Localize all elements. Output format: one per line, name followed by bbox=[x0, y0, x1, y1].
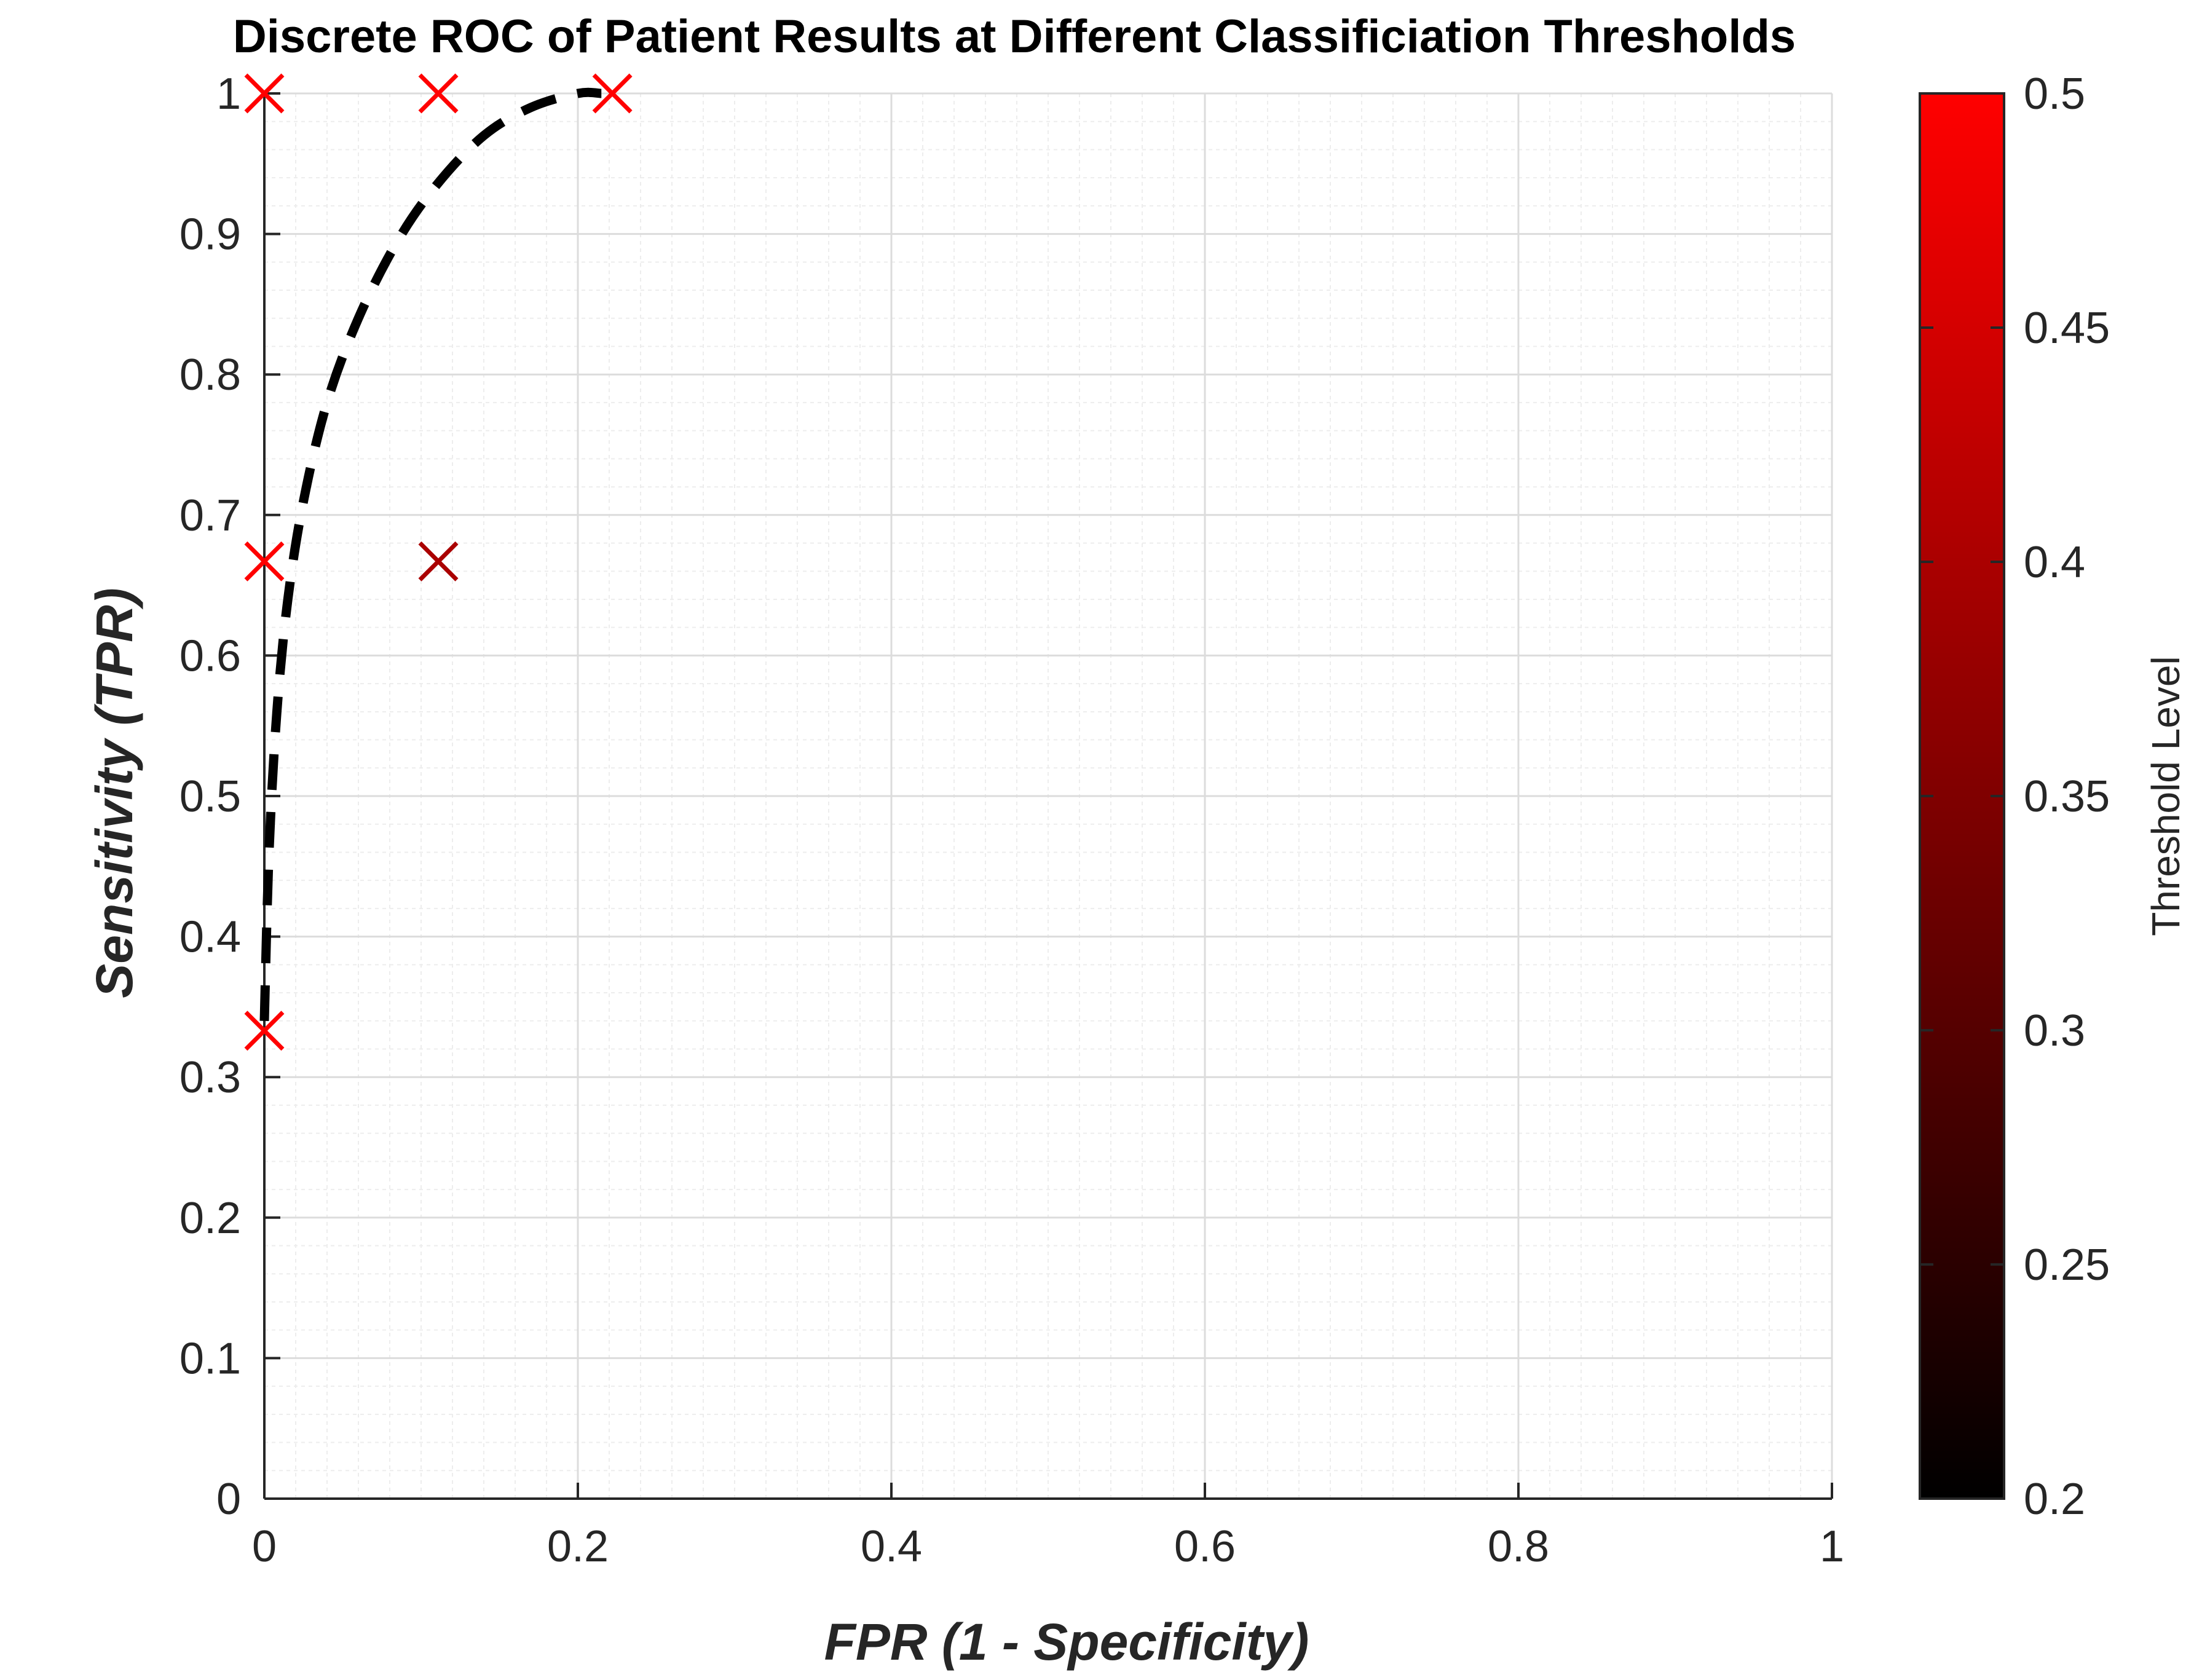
roc-point-stroke bbox=[244, 73, 285, 114]
colorbar-ticks: 0.2 0.25 0.3 0.35 0.4 0.45 0.5 bbox=[1920, 69, 2110, 1524]
chart-title: Discrete ROC of Patient Results at Diffe… bbox=[233, 10, 1796, 63]
colorbar-tick-label: 0.45 bbox=[2024, 304, 2110, 353]
roc-dashed-curve bbox=[259, 87, 602, 1021]
y-tick-label: 0.3 bbox=[180, 1053, 241, 1102]
x-tick-label: 0.4 bbox=[861, 1522, 922, 1571]
x-tick-label: 0.6 bbox=[1174, 1522, 1236, 1571]
y-tick-label: 0.2 bbox=[180, 1194, 241, 1243]
roc-point-marker bbox=[244, 541, 285, 582]
roc-point-stroke bbox=[418, 541, 459, 582]
colorbar-tick-label: 0.2 bbox=[2024, 1475, 2085, 1524]
x-tick-label: 0 bbox=[252, 1522, 277, 1571]
roc-point-stroke bbox=[592, 73, 633, 114]
roc-point-marker bbox=[592, 73, 633, 114]
y-tick-label: 0.4 bbox=[180, 913, 241, 962]
roc-point-marker bbox=[244, 73, 285, 114]
x-axis-ticks: 0 0.2 0.4 0.6 0.8 1 bbox=[252, 1483, 1844, 1571]
roc-point-stroke bbox=[244, 541, 285, 582]
colorbar-tick-label: 0.5 bbox=[2024, 69, 2085, 119]
x-axis-label: FPR (1 - Specificity) bbox=[824, 1613, 1309, 1671]
colorbar-tick-label: 0.3 bbox=[2024, 1006, 2085, 1055]
x-tick-label: 1 bbox=[1820, 1522, 1844, 1571]
colorbar-tick-label: 0.25 bbox=[2024, 1240, 2110, 1290]
y-tick-label: 1 bbox=[216, 69, 241, 119]
major-grid bbox=[263, 92, 1833, 1500]
colorbar-tick-label: 0.35 bbox=[2024, 772, 2110, 821]
roc-point-marker bbox=[244, 1011, 285, 1051]
x-tick-label: 0.2 bbox=[547, 1522, 609, 1571]
roc-points bbox=[244, 73, 633, 1051]
y-tick-label: 0.6 bbox=[180, 631, 241, 680]
colorbar-tick-label: 0.4 bbox=[2024, 538, 2085, 587]
x-tick-label: 0.8 bbox=[1488, 1522, 1549, 1571]
y-axis-label: Sensitivity (TPR) bbox=[85, 588, 143, 998]
y-tick-label: 0.1 bbox=[180, 1334, 241, 1383]
y-tick-label: 0.5 bbox=[180, 772, 241, 821]
y-tick-label: 0.8 bbox=[180, 350, 241, 400]
roc-point-marker bbox=[418, 73, 459, 114]
roc-point-stroke bbox=[418, 73, 459, 114]
y-tick-label: 0 bbox=[216, 1475, 241, 1524]
y-tick-label: 0.7 bbox=[180, 491, 241, 540]
y-tick-label: 0.9 bbox=[180, 210, 241, 259]
roc-point-stroke bbox=[244, 1011, 285, 1051]
y-axis-ticks: 0 0.1 0.2 0.3 0.4 0.5 0.6 0.7 0.8 0.9 1 bbox=[180, 69, 280, 1524]
colorbar bbox=[1919, 92, 2005, 1500]
colorbar-label: Threshold Level bbox=[2144, 656, 2188, 936]
roc-point-marker bbox=[418, 541, 459, 582]
